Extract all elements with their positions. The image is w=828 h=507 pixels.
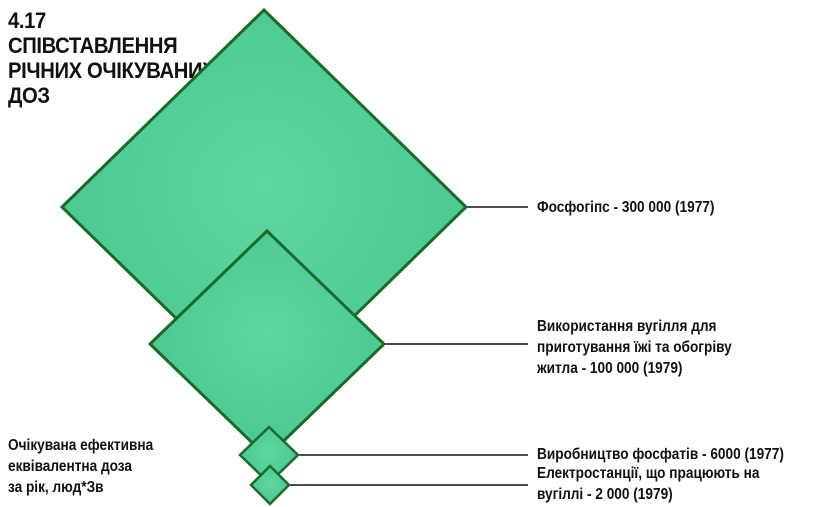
label-phosphate-production: Виробництво фосфатів - 6000 (1977) [537, 444, 784, 465]
label-phosphogypsum-line-1: Фосфогіпс - 300 000 (1977) [537, 199, 715, 216]
label-phosphogypsum: Фосфогіпс - 300 000 (1977) [537, 197, 714, 218]
label-coal-domestic-line-3: житла - 100 000 (1979) [537, 360, 683, 377]
title-line-3: ДОЗ [8, 83, 50, 108]
label-coal-power: Електростанції, що працюють на вугіллі -… [537, 463, 759, 505]
diamond-coal-power [249, 464, 291, 506]
unit-note: Очікувана ефективна еквівалентна доза за… [8, 435, 153, 498]
unit-note-line-2: еквівалентна доза [8, 458, 132, 475]
label-coal-domestic: Використання вугілля для приготування їж… [537, 316, 732, 379]
label-phosphate-production-line-1: Виробництво фосфатів - 6000 (1977) [537, 446, 784, 463]
label-coal-power-line-2: вугіллі - 2 000 (1979) [537, 486, 673, 503]
label-coal-power-line-1: Електростанції, що працюють на [537, 465, 760, 482]
title-line-2: РІЧНИХ ОЧІКУВАНИХ [8, 58, 216, 83]
diagram-title: 4.17 СПІВСТАВЛЕННЯ РІЧНИХ ОЧІКУВАНИХ ДОЗ [8, 8, 220, 108]
label-coal-domestic-line-2: приготування їжі та обогріву [537, 339, 732, 356]
title-line-1: 4.17 СПІВСТАВЛЕННЯ [8, 8, 178, 58]
unit-note-line-3: за рік, люд*Зв [8, 479, 104, 496]
label-coal-domestic-line-1: Використання вугілля для [537, 318, 717, 335]
unit-note-line-1: Очікувана ефективна [8, 437, 154, 454]
